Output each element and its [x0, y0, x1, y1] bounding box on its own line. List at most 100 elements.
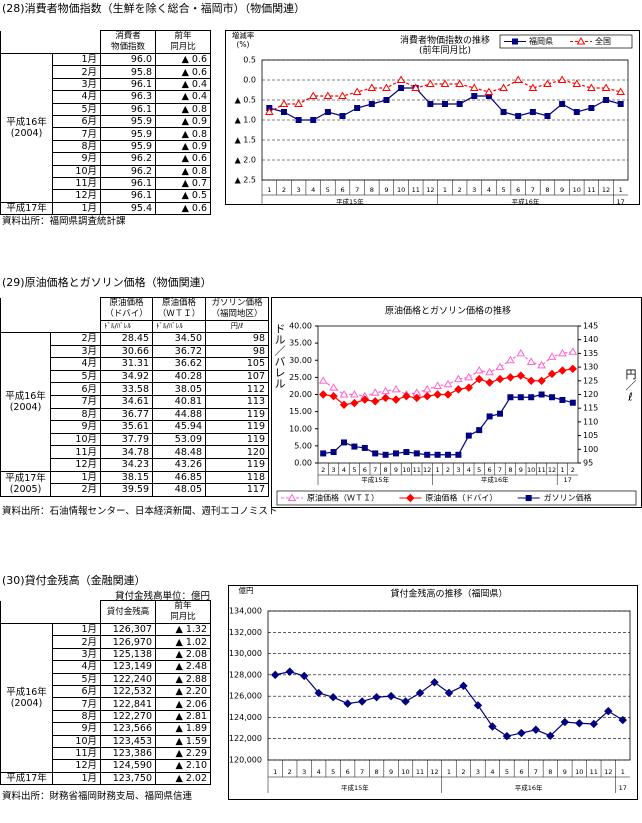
- value-cell: 119: [205, 432, 269, 447]
- marker: [425, 79, 435, 87]
- marker: [573, 109, 580, 115]
- legend-label: ガソリン価格: [544, 493, 592, 503]
- x-tick-label: 3: [332, 466, 336, 474]
- table-row: 11月 96.1 ▲ 0.7: [1, 176, 211, 191]
- year-cell: 平成17年: [0, 201, 53, 216]
- marker: [500, 109, 507, 115]
- y-tick-label: 15.00: [289, 407, 312, 416]
- legend-box: [499, 34, 633, 49]
- x-tick-label: 11: [416, 768, 424, 776]
- marker: [415, 688, 425, 698]
- value-cell: ▲ 2.20: [155, 684, 211, 699]
- legend-marker: [576, 37, 586, 45]
- marker: [516, 371, 526, 380]
- marker: [370, 397, 380, 406]
- marker: [391, 395, 401, 404]
- x-tick-label: 4: [487, 186, 491, 194]
- month-cell: 11月: [52, 176, 101, 191]
- value-cell: 38.15: [100, 470, 153, 485]
- chart-frame: [271, 297, 642, 508]
- month-cell: 1月: [52, 201, 101, 216]
- y-axis-label: 億円: [239, 585, 254, 595]
- x-tick-label: 12: [430, 768, 438, 776]
- month-cell: 3月: [52, 77, 101, 92]
- x-tick-label: 2: [458, 186, 462, 194]
- y2-axis-label: 円／ℓ: [624, 369, 637, 404]
- marker: [314, 688, 323, 698]
- value-cell: 123,386: [100, 746, 156, 761]
- table-row: 平成17年 (2005) 1月 38.15 46.85 118: [0, 470, 269, 497]
- x-group-label: 平成16年: [512, 197, 540, 205]
- value-cell: 107: [205, 369, 269, 384]
- unit-row: ﾄﾞﾙ/ﾊﾞﾚﾙ ﾄﾞﾙ/ﾊﾞﾚﾙ 円/ℓ: [1, 320, 269, 333]
- value-cell: 98: [205, 344, 269, 359]
- chart-title: 貸付金残高の推移（福岡県）: [390, 588, 507, 600]
- month-cell: 4月: [52, 660, 101, 674]
- marker: [557, 75, 567, 83]
- value-cell: 96.1: [100, 176, 156, 191]
- marker: [568, 364, 578, 374]
- y-tick-label: 35.00: [289, 339, 312, 348]
- source-note: 資料出所：石油情報センター、日本経済新聞、週刊エコノミスト: [2, 506, 278, 517]
- x-group-label: 17: [617, 198, 625, 205]
- value-cell: 95.9: [100, 127, 156, 141]
- x-group-label: 17: [619, 784, 627, 792]
- y2-tick-label: 110: [583, 417, 598, 426]
- x-tick-label: 4: [342, 466, 346, 474]
- marker: [381, 393, 390, 403]
- marker: [537, 376, 546, 386]
- value-cell: ▲ 0.5: [155, 189, 211, 203]
- marker: [412, 393, 422, 403]
- value-cell: 34.61: [100, 394, 153, 409]
- month-cell: 9月: [52, 722, 101, 736]
- marker: [329, 392, 338, 401]
- marker: [473, 701, 483, 710]
- marker: [329, 383, 338, 391]
- y-tick-label: ▲ 2.5: [235, 176, 256, 185]
- value-cell: ▲ 2.08: [155, 647, 211, 662]
- unit-cell: ﾄﾞﾙ/ﾊﾞﾚﾙ: [100, 320, 153, 333]
- marker: [547, 352, 557, 360]
- value-cell: ▲ 2.81: [155, 709, 211, 724]
- month-cell: 2月: [52, 65, 101, 79]
- marker: [271, 670, 280, 680]
- marker: [587, 83, 596, 91]
- table-row: 3月 125,138 ▲ 2.08: [1, 647, 211, 662]
- month-cell: 5月: [52, 102, 101, 116]
- marker: [328, 693, 338, 702]
- header-row: 消費者 物価指数 前年 同月比: [0, 30, 211, 54]
- x-tick-label: 12: [423, 466, 431, 474]
- marker: [433, 390, 442, 399]
- y2-tick-label: 120: [583, 390, 598, 399]
- table-row: 4月 123,149 ▲ 2.48: [1, 660, 211, 674]
- x-tick-label: 6: [488, 466, 492, 474]
- y-tick-label: 124,000: [229, 713, 262, 722]
- x-tick-label: 1: [619, 186, 623, 194]
- y-tick-label: 122,000: [229, 734, 262, 743]
- x-tick-label: 3: [476, 768, 480, 776]
- value-cell: 34.50: [152, 332, 206, 346]
- month-cell: 11月: [52, 746, 101, 761]
- marker: [454, 374, 463, 383]
- month-cell: 6月: [52, 114, 101, 129]
- column-header: 貸付金残高: [100, 600, 156, 624]
- x-tick-label: 1: [621, 768, 625, 776]
- marker: [476, 427, 483, 434]
- month-cell: 8月: [52, 709, 101, 724]
- x-tick-label: 8: [375, 768, 379, 776]
- year-cell: 平成16年 (2004): [0, 53, 53, 203]
- marker: [616, 87, 626, 95]
- value-cell: 126,307: [100, 622, 156, 637]
- month-cell: 10月: [52, 164, 101, 178]
- legend-marker: [287, 493, 297, 501]
- x-tick-label: 3: [297, 186, 301, 194]
- source-note: 資料出所：財務省福岡財務支局、福岡県信連: [2, 791, 193, 802]
- month-cell: 5月: [50, 369, 101, 384]
- marker: [558, 366, 567, 375]
- value-cell: 96.1: [100, 102, 156, 116]
- x-tick-label: 5: [352, 466, 356, 474]
- y-tick-label: 25.00: [289, 373, 312, 382]
- marker: [285, 667, 294, 676]
- value-cell: 40.28: [152, 369, 206, 384]
